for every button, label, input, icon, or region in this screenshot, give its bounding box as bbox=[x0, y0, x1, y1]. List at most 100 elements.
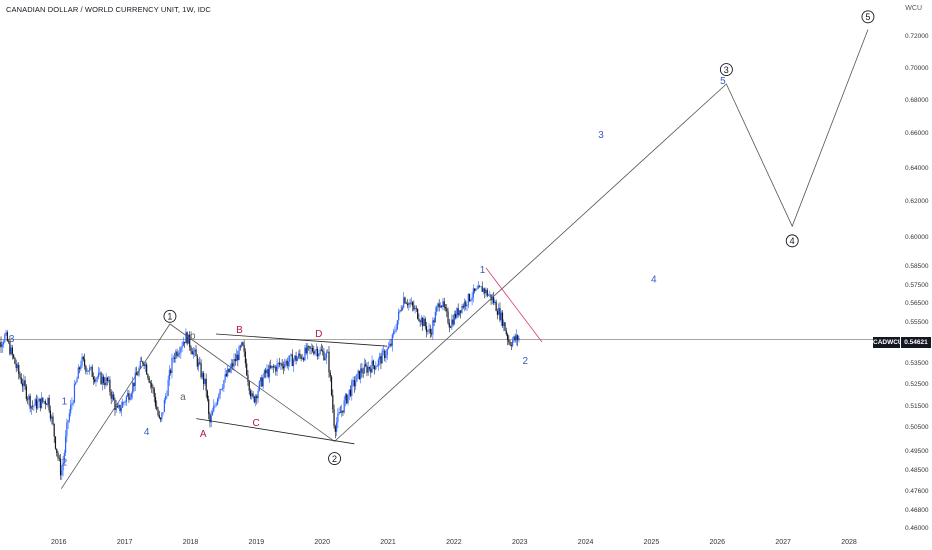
candle-body bbox=[512, 340, 514, 346]
candle-body bbox=[334, 426, 336, 432]
candle-body bbox=[289, 355, 291, 362]
candle-body bbox=[268, 365, 271, 377]
candle-body bbox=[158, 415, 160, 418]
candle-body bbox=[171, 358, 173, 374]
wave-circle-marker bbox=[785, 234, 799, 248]
candle-body bbox=[460, 310, 462, 313]
candle-body bbox=[391, 334, 393, 346]
candle-body bbox=[142, 361, 144, 364]
candle-body bbox=[467, 293, 469, 305]
candle-body bbox=[491, 297, 493, 301]
candle-body bbox=[114, 400, 116, 411]
candle-body bbox=[101, 376, 103, 385]
candle-body bbox=[206, 390, 209, 400]
candle-body bbox=[338, 412, 340, 414]
candle-body bbox=[490, 294, 492, 301]
candle-body bbox=[218, 394, 220, 399]
candle-body bbox=[352, 380, 354, 382]
candle-body bbox=[518, 338, 520, 341]
candle-body bbox=[366, 365, 368, 373]
candle-body bbox=[132, 382, 134, 394]
candle-body bbox=[222, 387, 224, 390]
candle-body bbox=[348, 389, 350, 395]
candle-body bbox=[335, 422, 338, 432]
candle-body bbox=[200, 363, 202, 378]
candle-body bbox=[27, 398, 29, 400]
y-tick-label: 0.48500 bbox=[905, 467, 929, 474]
candle-body bbox=[436, 307, 438, 312]
candle-body bbox=[24, 380, 26, 387]
candle-body bbox=[280, 363, 282, 365]
candle-body bbox=[20, 377, 22, 384]
candle-body bbox=[400, 309, 402, 311]
candle-body bbox=[417, 308, 419, 319]
candle-body bbox=[463, 301, 466, 308]
candle-body bbox=[19, 374, 21, 378]
x-tick-label: 2023 bbox=[512, 539, 528, 546]
candle-body bbox=[487, 295, 490, 296]
candle-body bbox=[111, 394, 114, 399]
candle-body bbox=[120, 407, 122, 412]
candle-body bbox=[38, 398, 40, 402]
candle-body bbox=[356, 374, 358, 382]
y-tick-label: 0.60000 bbox=[905, 234, 929, 241]
candle-body bbox=[53, 423, 55, 437]
x-tick-label: 2024 bbox=[578, 539, 594, 546]
y-tick-label: 0.70000 bbox=[905, 65, 929, 72]
candle-body bbox=[210, 415, 212, 423]
candle-body bbox=[468, 293, 471, 301]
candle-body bbox=[406, 303, 409, 306]
x-axis: 2016 2017 2018 2019 2020 2021 2022 2023 2024 2025… bbox=[51, 539, 857, 546]
candle-body bbox=[284, 363, 286, 369]
candle-body bbox=[129, 397, 131, 400]
candle-body bbox=[390, 343, 392, 346]
candle-body bbox=[479, 285, 481, 287]
candle-body bbox=[223, 380, 225, 388]
candle-body bbox=[322, 350, 324, 352]
candle-body bbox=[149, 382, 152, 384]
symbol-badge: CADWCU bbox=[873, 337, 903, 348]
candle-body bbox=[195, 349, 197, 357]
candle-body bbox=[37, 401, 39, 409]
candle-body bbox=[40, 397, 43, 408]
candle-body bbox=[272, 366, 274, 368]
candle-body bbox=[275, 366, 277, 372]
candle-body bbox=[371, 360, 373, 373]
candle-body bbox=[66, 422, 68, 437]
candle-body bbox=[249, 390, 252, 397]
candle-body bbox=[485, 289, 487, 294]
candle-body bbox=[229, 367, 231, 373]
candle-body bbox=[398, 311, 400, 321]
x-tick-label: 2025 bbox=[644, 539, 660, 546]
wave-label: D bbox=[315, 329, 322, 340]
candle-body bbox=[28, 395, 30, 400]
candle-body bbox=[49, 410, 52, 419]
candle-body bbox=[310, 347, 312, 349]
candle-body bbox=[16, 364, 19, 369]
candle-body bbox=[199, 362, 201, 364]
candle-body bbox=[124, 402, 126, 403]
y-tick-label: 0.50500 bbox=[905, 424, 929, 431]
candle-body bbox=[323, 351, 325, 361]
current-price-badge: 0.54621 bbox=[901, 337, 931, 348]
candle-body bbox=[365, 364, 367, 366]
candle-body bbox=[474, 288, 476, 291]
candle-body bbox=[201, 373, 203, 378]
candle-body bbox=[82, 356, 84, 360]
candle-body bbox=[96, 377, 98, 379]
price-unit-label: WCU bbox=[905, 5, 922, 12]
candle-body bbox=[505, 330, 507, 335]
candle-body bbox=[448, 323, 450, 328]
x-tick-label: 2027 bbox=[775, 539, 791, 546]
candle-body bbox=[324, 357, 326, 361]
candle-body bbox=[92, 376, 95, 380]
candle-body bbox=[134, 372, 136, 387]
candle-body bbox=[477, 285, 480, 289]
y-tick-label: 0.46000 bbox=[905, 525, 929, 532]
candle-body bbox=[97, 372, 100, 378]
candle-body bbox=[34, 399, 36, 406]
candle-body bbox=[163, 399, 165, 413]
candle-body bbox=[472, 288, 474, 298]
candle-body bbox=[2, 341, 5, 345]
